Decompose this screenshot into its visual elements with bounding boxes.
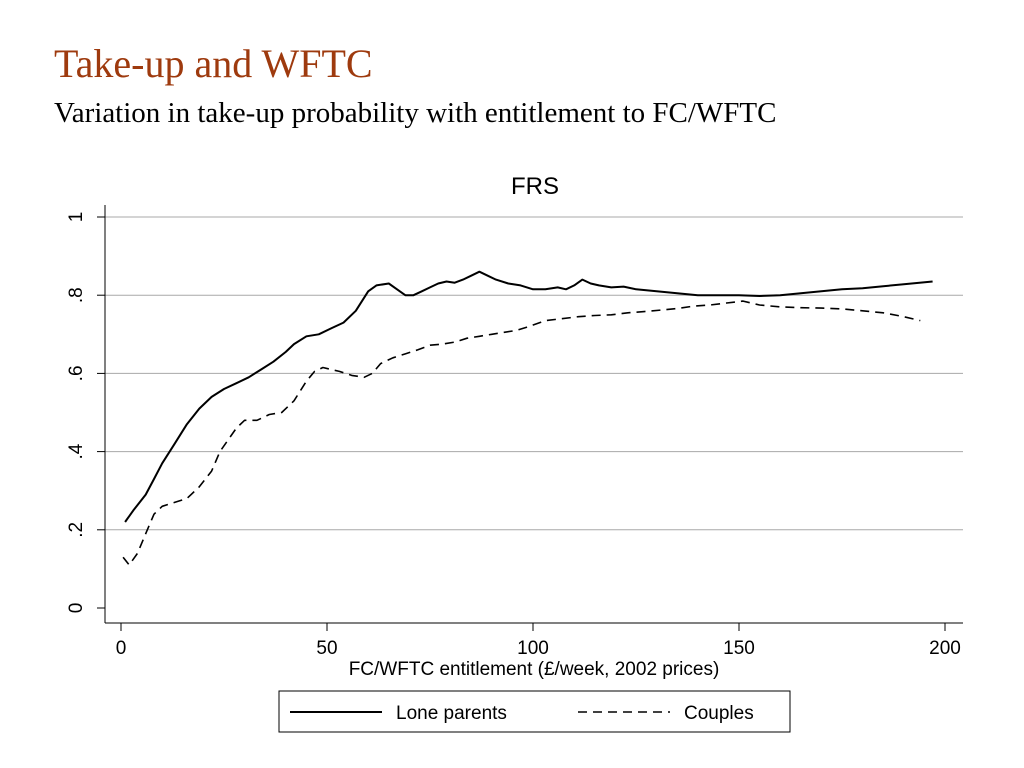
x-tick-label: 100 xyxy=(517,638,549,659)
y-tick-label: .6 xyxy=(66,365,87,381)
chart-title: FRS xyxy=(511,173,559,200)
x-tick-label: 0 xyxy=(116,638,127,659)
gridlines xyxy=(105,216,963,531)
x-tick-label: 150 xyxy=(723,638,755,659)
legend-label-lone-parents: Lone parents xyxy=(396,703,507,724)
series-layer xyxy=(122,270,933,566)
x-tick-label: 200 xyxy=(929,638,961,659)
y-tick-label: .8 xyxy=(66,287,87,303)
x-tick-label: 50 xyxy=(316,638,337,659)
legend-label-couples: Couples xyxy=(684,703,754,724)
y-tick-label: 1 xyxy=(66,212,87,223)
axes: 0 .2 .4 .6 .8 1 0 50 100 150 200 xyxy=(66,205,963,659)
series-line-lone-parents xyxy=(124,270,933,523)
y-tick-label: 0 xyxy=(66,603,87,614)
x-axis-label: FC/WFTC entitlement (£/week, 2002 prices… xyxy=(349,659,720,680)
y-tick-label: .2 xyxy=(66,522,87,538)
legend: Lone parents Couples xyxy=(278,690,791,733)
plot-area-frame xyxy=(105,205,963,623)
series-line-couples xyxy=(122,300,921,566)
slide-title: Take-up and WFTC xyxy=(54,41,373,86)
y-tick-label: .4 xyxy=(66,443,87,459)
slide-subtitle: Variation in take-up probability with en… xyxy=(54,97,777,129)
